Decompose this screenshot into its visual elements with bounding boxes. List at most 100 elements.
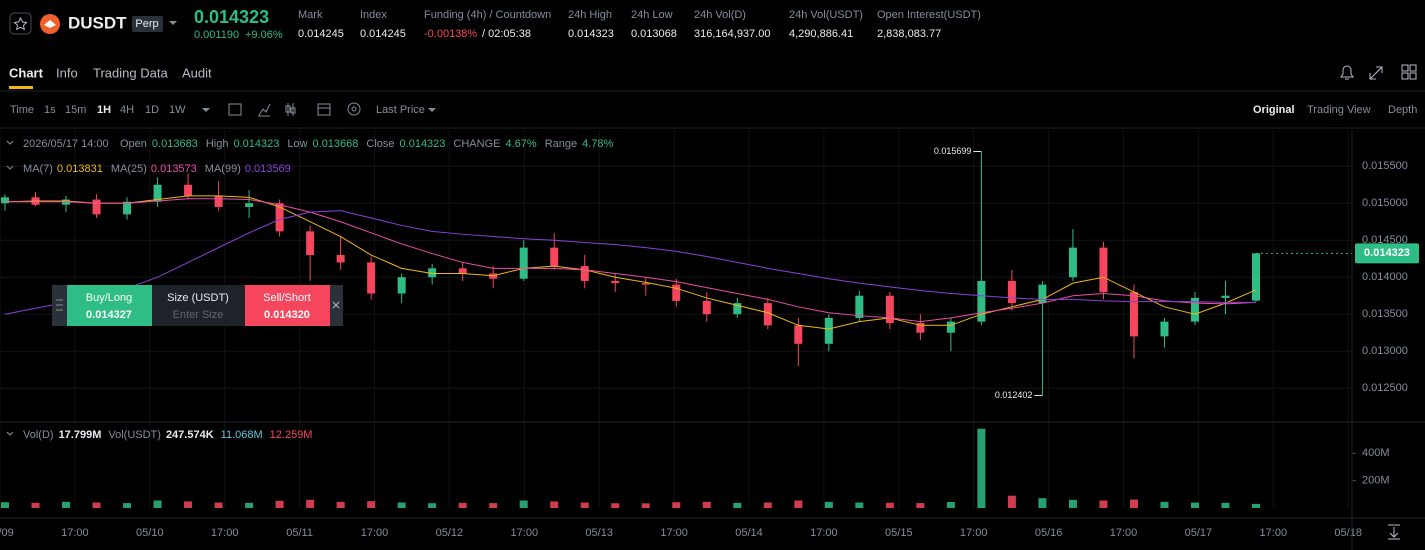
legend-caret[interactable]: [6, 431, 14, 436]
candle-body: [702, 300, 711, 315]
interval-button[interactable]: Time: [10, 104, 34, 116]
x-tick-label: 05/15: [885, 527, 913, 539]
x-tick-label: 05/11: [286, 527, 313, 539]
low-label: 0.012402: [995, 390, 1033, 400]
volume-bar: [275, 500, 284, 508]
stat-label: 24h Low: [631, 9, 673, 21]
price-change-pct: +9.06%: [245, 29, 283, 41]
vol-legend-value: 11.068M: [221, 429, 263, 441]
candle-body: [1, 197, 9, 204]
info-value: 4.67%: [505, 138, 536, 150]
legend-caret[interactable]: [6, 165, 14, 170]
volume-bar: [1038, 498, 1047, 508]
token-logo-mark: [44, 20, 56, 28]
symbol[interactable]: DUSDT: [68, 13, 127, 32]
y-tick-label: 0.013500: [1362, 308, 1408, 320]
candle-body: [1129, 292, 1138, 337]
interval-button[interactable]: 1D: [145, 104, 159, 116]
candle-body: [794, 325, 803, 344]
view-button[interactable]: Depth: [1388, 104, 1417, 116]
volume-bar: [306, 499, 315, 508]
badge-text: Perp: [135, 18, 158, 30]
stat-value: 0.013068: [631, 28, 677, 40]
ma-line: [4, 195, 1257, 330]
legend-caret[interactable]: [6, 140, 14, 145]
ma-legend-value: 0.013569: [245, 163, 291, 175]
view-button[interactable]: Trading View: [1307, 104, 1371, 116]
volume-bar: [336, 501, 345, 508]
y-tick-label: 0.014000: [1362, 271, 1408, 283]
sell-price: 0.014320: [264, 309, 310, 321]
volume-bar: [1221, 502, 1230, 508]
tab[interactable]: Info: [56, 65, 78, 80]
candle-body: [1190, 297, 1199, 322]
candle-body: [1160, 321, 1169, 337]
tool-icons[interactable]: [228, 102, 361, 117]
view-button[interactable]: Original: [1253, 104, 1295, 116]
interval-button[interactable]: 4H: [120, 104, 134, 116]
stat-label: 24h Vol(USDT): [789, 9, 863, 21]
volume-bar: [641, 503, 650, 508]
ma-legend-label: MA(7): [23, 163, 53, 175]
candle-body: [763, 303, 772, 326]
volume-bar: [824, 501, 833, 508]
volume-bar: [31, 502, 40, 508]
y-tick-label: 0.013000: [1362, 345, 1408, 357]
size-field[interactable]: [152, 285, 245, 326]
alert-icon[interactable]: [1340, 65, 1354, 80]
stat-value: 4,290,886.41: [789, 28, 853, 40]
candle-body: [519, 247, 528, 279]
volume-bar: [123, 503, 132, 508]
ma-legend-value: 0.013573: [151, 163, 197, 175]
interval-button[interactable]: 1W: [169, 104, 186, 116]
volume-bar: [855, 502, 864, 508]
x-tick-label: 17:00: [61, 527, 89, 539]
vol-tick-label: 400M: [1362, 447, 1390, 459]
symbol-caret[interactable]: [169, 21, 177, 25]
volume-bar: [1129, 499, 1138, 508]
buy-label: Buy/Long: [86, 292, 132, 304]
price-type[interactable]: Last Price: [376, 104, 425, 116]
x-tick-label: 17:00: [211, 527, 239, 539]
tab[interactable]: Chart: [9, 65, 44, 80]
ma-line: [5, 198, 1257, 323]
volume-bar: [702, 501, 711, 508]
y-tick-label: 0.015000: [1362, 197, 1408, 209]
volume-bar: [489, 503, 498, 508]
buy-price: 0.014327: [86, 309, 132, 321]
favorite-button[interactable]: [9, 12, 32, 35]
candle-body: [1252, 253, 1260, 301]
buy-button[interactable]: [67, 285, 152, 326]
volume-bar: [428, 503, 437, 508]
volume-bar: [946, 501, 955, 508]
x-tick-label: 05/12: [436, 527, 464, 539]
volume-bar: [763, 502, 772, 508]
interval-button[interactable]: 1s: [44, 104, 56, 116]
scroll-end-icon[interactable]: [1388, 524, 1400, 540]
candle-body: [885, 295, 894, 324]
info-label: Open: [120, 138, 147, 150]
tab[interactable]: Trading Data: [93, 65, 168, 80]
layout-icon[interactable]: [1401, 64, 1417, 80]
candle-body: [611, 280, 620, 284]
fullscreen-icon[interactable]: [1369, 66, 1383, 80]
stat-label: 24h High: [568, 9, 612, 21]
badge: [132, 16, 163, 32]
volume-bar: [92, 502, 101, 508]
tab[interactable]: Audit: [182, 65, 212, 80]
candle-body: [123, 201, 132, 215]
sell-button[interactable]: [245, 285, 330, 326]
ma-legend-label: MA(99): [205, 163, 241, 175]
stat-label: Index: [360, 9, 387, 21]
volume-bar: [885, 502, 894, 508]
interval-button[interactable]: 15m: [65, 104, 86, 116]
interval-button[interactable]: 1H: [97, 104, 111, 116]
volume-bar: [916, 503, 925, 508]
x-tick-label: 17:00: [361, 527, 389, 539]
handle-grip: [56, 299, 63, 311]
price-change: 0.001190: [194, 29, 239, 41]
candle-body: [1099, 247, 1108, 293]
current-price-box: [1355, 243, 1419, 264]
candle-body: [367, 262, 376, 294]
